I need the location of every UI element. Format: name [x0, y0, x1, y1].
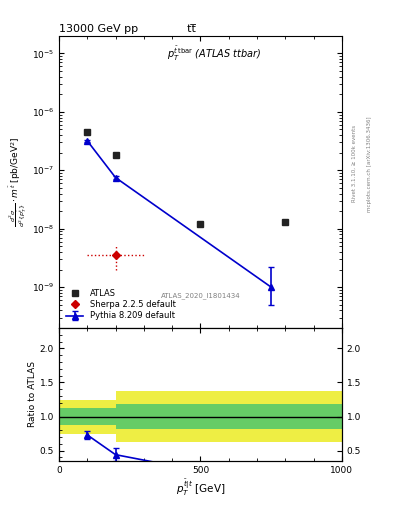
Text: mcplots.cern.ch [arXiv:1306.3436]: mcplots.cern.ch [arXiv:1306.3436]	[367, 116, 373, 211]
Line: ATLAS: ATLAS	[84, 129, 289, 227]
Text: ATLAS_2020_I1801434: ATLAS_2020_I1801434	[161, 292, 240, 299]
ATLAS	[113, 152, 118, 158]
Text: $p_T^{\bar{t}\,\mathrm{tbar}}$ (ATLAS ttbar): $p_T^{\bar{t}\,\mathrm{tbar}}$ (ATLAS tt…	[167, 45, 262, 63]
ATLAS	[283, 219, 288, 225]
Legend: ATLAS, Sherpa 2.2.5 default, Pythia 8.209 default: ATLAS, Sherpa 2.2.5 default, Pythia 8.20…	[63, 285, 179, 324]
Y-axis label: $\frac{d^2\sigma}{d^2\{p^{\bar{t}}_T\}}\cdot m^{\bar{t}}$ [pb/GeV$^2$]: $\frac{d^2\sigma}{d^2\{p^{\bar{t}}_T\}}\…	[7, 137, 29, 227]
Text: Rivet 3.1.10, ≥ 100k events: Rivet 3.1.10, ≥ 100k events	[352, 125, 357, 202]
ATLAS	[198, 221, 203, 227]
Y-axis label: Ratio to ATLAS: Ratio to ATLAS	[28, 361, 37, 428]
Text: 13000 GeV pp              tt̅: 13000 GeV pp tt̅	[59, 24, 196, 34]
ATLAS	[85, 129, 90, 135]
X-axis label: $p^{\bar{t}|t}_T$ [GeV]: $p^{\bar{t}|t}_T$ [GeV]	[176, 477, 225, 498]
